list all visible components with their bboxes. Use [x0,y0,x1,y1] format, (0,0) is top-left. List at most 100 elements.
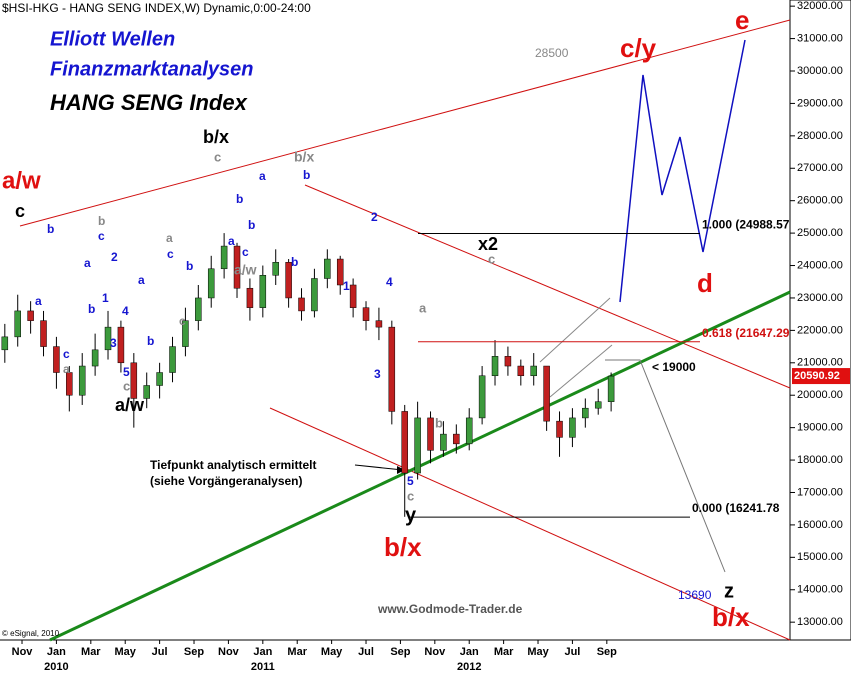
candle-body [465,417,473,445]
candle-body [220,245,228,270]
year-label: 2012 [457,661,481,673]
annotation: c [407,488,414,503]
annotation: a [228,234,235,248]
last-price-label: 20590.92 [794,370,840,382]
annotation: e [735,5,749,35]
annotation: b [435,415,443,430]
x-tick-label: Nov [12,646,34,658]
candle-body [349,284,357,308]
x-tick-label: May [321,646,343,658]
candle-body [182,320,189,347]
annotation: a [138,273,145,287]
candle-body [556,420,563,438]
annotation: b/x [384,532,422,562]
y-tick-label: 25000.00 [797,227,843,239]
annotation: c [242,245,249,259]
annotation: c [167,247,174,261]
candle-body [569,417,576,438]
x-tick-label: Sep [184,646,204,658]
annotation: a [259,169,266,183]
candle-body [517,365,525,377]
x-tick-label: Jul [358,646,374,658]
annotation: b/x [203,127,229,147]
y-tick-label: 32000.00 [797,0,843,12]
annotation: b [88,302,95,316]
candle-body [1,336,9,351]
y-tick-label: 29000.00 [797,97,843,109]
candle-body [104,326,112,351]
trend-line [269,407,791,641]
candle-body [427,417,434,451]
x-tick-label: May [527,646,549,658]
last-price-box [792,368,850,385]
annotation: c [63,347,70,361]
annotation: Finanzmarktanalysen [50,58,253,80]
annotation: 13690 [678,588,712,602]
candle-body [53,346,60,373]
candle-body [14,310,21,338]
candle-body [66,372,73,396]
projection-path [605,359,726,573]
annotation: b [236,192,243,206]
y-tick-label: 22000.00 [797,324,843,336]
y-tick-label: 16000.00 [797,519,843,531]
candle-body [440,433,447,451]
x-tick-label: Mar [287,646,307,658]
annotation: c [488,251,495,266]
annotation: b [303,168,310,182]
candle-body [156,372,163,386]
candle-body [543,365,550,422]
candle-body [130,362,138,399]
candle-body [478,375,486,419]
annotation: c [214,149,221,164]
candle-body [233,245,241,289]
candle-body [195,297,202,321]
annotation: b [291,255,298,269]
annotation: 1 [102,291,109,305]
candle-body [259,275,267,308]
x-tick-label: Jul [564,646,580,658]
candle-body [375,320,383,328]
annotation: a/w [2,167,41,194]
annotation: 28500 [535,46,569,60]
candle-body [491,356,499,377]
annotation: 3 [110,336,117,350]
annotation: c/y [620,33,657,63]
candle-body [401,411,408,474]
annotation: 5 [407,474,414,488]
candle-body [143,385,150,399]
y-tick-label: 17000.00 [797,486,843,498]
candle-body [272,262,279,276]
x-tick-label: Jan [253,646,272,658]
candle-body [388,326,396,412]
y-tick-label: 21000.00 [797,357,843,369]
candle-body [91,349,99,367]
x-tick-label: Nov [424,646,446,658]
annotation: a/w [234,262,257,278]
trend-line [19,19,791,227]
x-tick-label: May [115,646,137,658]
candle-body [40,320,47,347]
trend-line [304,184,791,389]
annotation: a [84,256,91,270]
fib-label: 0.000 (16241.78 [692,501,780,515]
annotation: (siehe Vorgängeranalysen) [150,474,303,488]
y-tick-label: 23000.00 [797,292,843,304]
candle-body [336,258,344,286]
annotation: 2 [111,250,118,264]
candle-body [285,262,292,299]
y-tick-label: 15000.00 [797,551,843,563]
y-tick-label: 26000.00 [797,195,843,207]
x-tick-label: Nov [218,646,240,658]
y-tick-label: 20000.00 [797,389,843,401]
candle-body [414,417,421,474]
annotation: b [47,222,54,236]
annotation: c [15,201,25,221]
annotation: Tiefpunkt analytisch ermittelt [150,458,316,472]
y-tick-label: 30000.00 [797,65,843,77]
arrow [354,464,404,471]
annotation: 4 [386,275,393,289]
annotation: a [35,294,42,308]
candle-body [117,326,125,364]
